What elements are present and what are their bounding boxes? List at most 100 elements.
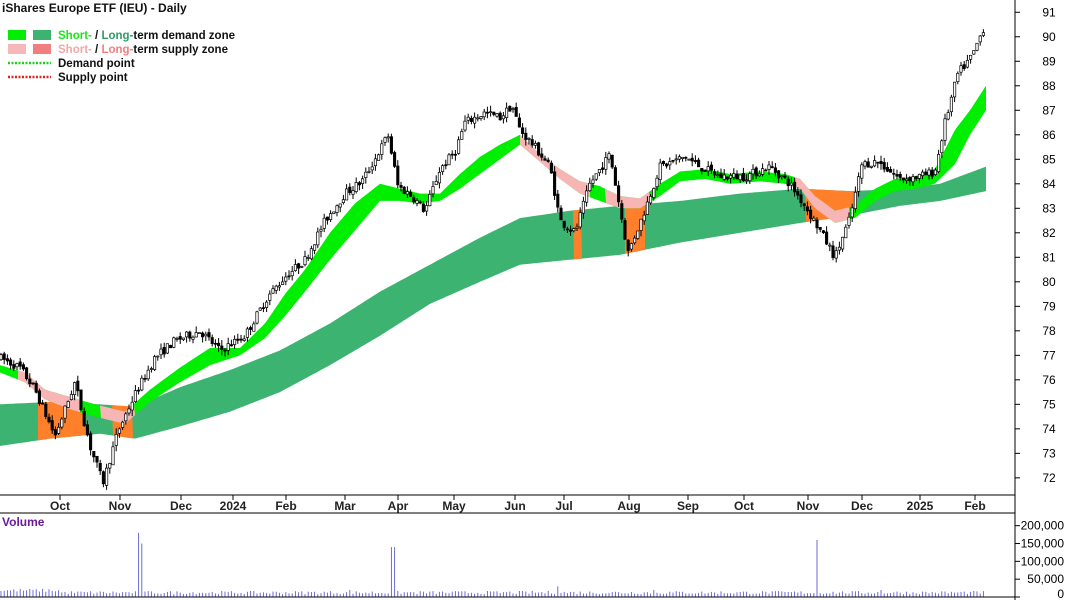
candle-body xyxy=(18,361,22,367)
candle-body xyxy=(674,158,678,161)
candle-body xyxy=(613,167,617,186)
candle-body xyxy=(69,394,73,400)
candle-body xyxy=(229,344,233,347)
candle-body xyxy=(447,154,451,166)
candle-body xyxy=(41,402,45,405)
candle-body xyxy=(137,389,141,392)
candle-body xyxy=(796,190,800,196)
legend-label-3: Supply point xyxy=(58,72,128,84)
short-term-supply-zone-0 xyxy=(18,370,80,413)
candle-body xyxy=(130,401,134,411)
candle-body xyxy=(185,331,189,338)
candle-body xyxy=(476,117,480,120)
candle-body xyxy=(549,162,553,174)
candle-body xyxy=(636,230,640,239)
candle-body xyxy=(930,169,934,177)
candle-body xyxy=(409,191,413,197)
candle-body xyxy=(933,169,937,175)
candle-body xyxy=(322,217,326,229)
candle-body xyxy=(725,176,729,180)
candle-body xyxy=(722,174,726,180)
candle-body xyxy=(850,207,854,218)
candle-body xyxy=(828,244,832,247)
candle-body xyxy=(770,166,774,168)
candle-body xyxy=(239,338,243,341)
candle-body xyxy=(697,159,701,168)
chart-title: iShares Europe ETF (IEU) - Daily xyxy=(2,1,187,15)
candle-body xyxy=(95,455,99,463)
legend-text-part: Long- xyxy=(101,44,133,56)
candle-body xyxy=(540,153,544,158)
candle-body xyxy=(620,203,624,220)
candle-body xyxy=(665,163,669,167)
candle-body xyxy=(780,175,784,178)
candle-body xyxy=(383,137,387,143)
candle-body xyxy=(505,107,509,118)
candle-body xyxy=(380,143,384,155)
candle-body xyxy=(156,355,160,358)
candle-body xyxy=(777,170,781,179)
candle-body xyxy=(373,158,377,167)
candle-body xyxy=(530,139,534,146)
candle-body xyxy=(284,276,288,282)
candle-body xyxy=(575,226,579,229)
short-term-demand-zone xyxy=(0,85,986,424)
candle-body xyxy=(60,418,64,428)
legend-text-part: / xyxy=(92,30,102,42)
price-tick-label: 87 xyxy=(1042,103,1056,117)
candle-body xyxy=(348,186,352,193)
candle-body xyxy=(569,229,573,232)
price-tick-label: 82 xyxy=(1042,226,1056,240)
time-tick-label: Dec xyxy=(851,499,873,513)
candle-body xyxy=(757,173,761,177)
candle-body xyxy=(764,169,768,172)
price-tick-label: 90 xyxy=(1042,30,1056,44)
candle-body xyxy=(293,264,297,271)
candle-body xyxy=(98,462,102,472)
candle-body xyxy=(165,343,169,354)
candle-body xyxy=(101,471,105,485)
candle-body xyxy=(700,167,704,172)
candle-body xyxy=(812,217,816,221)
candle-body xyxy=(354,182,358,192)
candle-body xyxy=(594,173,598,180)
candle-body xyxy=(671,159,675,162)
candle-body xyxy=(162,347,166,355)
candle-body xyxy=(578,212,582,228)
candle-body xyxy=(517,117,521,128)
candle-body xyxy=(277,285,281,288)
candle-body xyxy=(63,405,67,419)
candle-body xyxy=(252,323,256,332)
candle-body xyxy=(937,154,941,172)
legend-label-0: Short- / Long-term demand zone xyxy=(58,30,235,42)
candle-body xyxy=(527,137,531,140)
legend-text-part: Demand point xyxy=(58,58,135,70)
candle-body xyxy=(66,401,70,408)
candle-body xyxy=(57,427,61,434)
candle-body xyxy=(236,338,240,341)
candle-body xyxy=(581,200,585,214)
candle-body xyxy=(805,206,809,212)
candle-body xyxy=(332,211,336,214)
candle-body xyxy=(242,338,246,341)
price-tick-label: 74 xyxy=(1042,422,1056,436)
candle-body xyxy=(706,166,710,172)
candle-body xyxy=(188,331,192,339)
time-tick-label: Jun xyxy=(504,499,525,513)
candle-body xyxy=(924,171,928,176)
candle-body xyxy=(437,172,441,184)
candle-body xyxy=(492,111,496,115)
candle-body xyxy=(399,185,403,188)
candle-body xyxy=(2,353,6,360)
candle-body xyxy=(738,174,742,181)
price-tick-label: 91 xyxy=(1042,5,1056,19)
candle-body xyxy=(873,160,877,167)
candle-body xyxy=(802,203,806,207)
candle-body xyxy=(389,136,393,154)
price-tick-label: 80 xyxy=(1042,275,1056,289)
candle-body xyxy=(441,165,445,172)
candle-body xyxy=(53,429,57,436)
candle-body xyxy=(210,337,214,344)
candle-body xyxy=(121,421,125,428)
candle-body xyxy=(297,263,301,269)
